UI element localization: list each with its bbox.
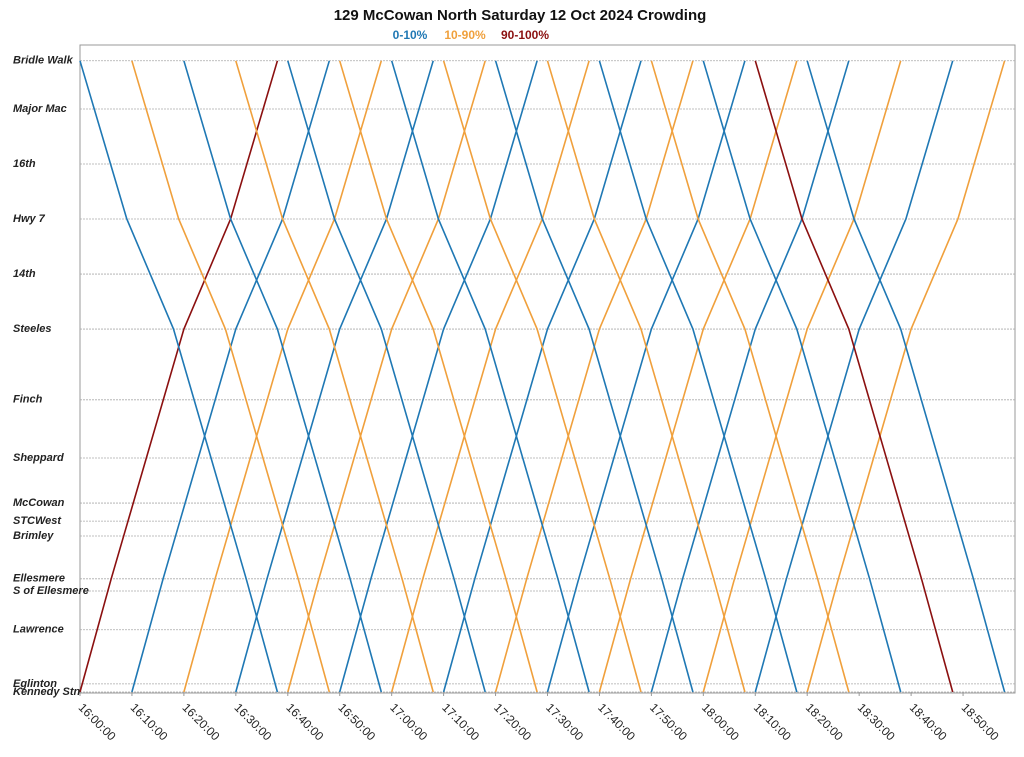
y-tick-label: Eglinton [13, 678, 57, 690]
trip-line [235, 60, 434, 693]
y-tick-label: STCWest [13, 515, 62, 527]
y-tick-label: Kennedy Stn [13, 686, 81, 698]
x-tick-label: 18:40:00 [907, 700, 950, 743]
y-tick-label: Ellesmere [13, 573, 65, 585]
y-tick-label: Brimley [13, 530, 54, 542]
trip-line [338, 60, 538, 693]
grid [79, 60, 1015, 696]
trip-line [390, 60, 590, 693]
legend: 0-10% 10-90% 90-100% [393, 28, 550, 42]
trip-line [79, 60, 279, 693]
trip-line [546, 60, 746, 693]
trip-line [546, 60, 746, 693]
trip-line [650, 60, 850, 693]
x-tick-label: 17:20:00 [491, 700, 534, 743]
trip-line [131, 60, 331, 693]
trip-line [235, 60, 434, 693]
y-tick-label: 16th [13, 158, 36, 170]
trip-line [650, 60, 850, 693]
legend-entry: 0-10% [393, 28, 428, 42]
trip-line [79, 60, 279, 693]
x-tick-label: 18:00:00 [699, 700, 742, 743]
y-tick-label: Sheppard [13, 452, 64, 464]
trip-line [442, 60, 642, 693]
trip-line [494, 60, 694, 693]
y-tick-label: Finch [13, 394, 43, 406]
trip-line [183, 60, 383, 693]
x-tick-label: 16:20:00 [180, 700, 223, 743]
trips [79, 60, 1006, 693]
trip-line [131, 60, 331, 693]
x-tick-label: 16:10:00 [128, 700, 171, 743]
x-tick-label: 17:50:00 [647, 700, 690, 743]
x-tick-label: 16:40:00 [283, 700, 326, 743]
y-tick-label: Hwy 7 [13, 213, 46, 225]
y-tick-label: Lawrence [13, 624, 64, 636]
x-tick-label: 16:30:00 [231, 700, 274, 743]
chart-title: 129 McCowan North Saturday 12 Oct 2024 C… [334, 7, 707, 24]
trip-line [183, 60, 383, 693]
legend-entry: 10-90% [444, 28, 486, 42]
x-tick-label: 17:10:00 [439, 700, 482, 743]
trip-line [390, 60, 590, 693]
x-tick-label: 18:10:00 [751, 700, 794, 743]
trip-line [598, 60, 798, 693]
x-tick-label: 18:30:00 [855, 700, 898, 743]
trip-line [806, 60, 1006, 693]
trip-line [702, 60, 902, 693]
y-tick-label: S of Ellesmere [13, 585, 89, 597]
x-tick-label: 18:50:00 [959, 700, 1002, 743]
x-tick-label: 16:00:00 [76, 700, 119, 743]
trip-line [754, 60, 954, 693]
trip-line [494, 60, 694, 693]
x-tick-label: 17:30:00 [543, 700, 586, 743]
trip-line [338, 60, 538, 693]
x-tick-label: 17:00:00 [387, 700, 430, 743]
y-tick-label: McCowan [13, 497, 65, 509]
legend-entry: 90-100% [501, 28, 549, 42]
trip-line [442, 60, 642, 693]
y-tick-label: Major Mac [13, 103, 67, 115]
y-tick-label: Bridle Walk [13, 55, 74, 67]
trip-line [806, 60, 1006, 693]
x-tick-label: 17:40:00 [595, 700, 638, 743]
trip-line [287, 60, 486, 693]
trip-line [754, 60, 954, 693]
y-tick-label: 14th [13, 268, 36, 280]
x-tick-label: 16:50:00 [335, 700, 378, 743]
trip-line [287, 60, 486, 693]
trip-line [598, 60, 798, 693]
x-tick-label: 18:20:00 [803, 700, 846, 743]
trip-line [702, 60, 902, 693]
y-tick-label: Steeles [13, 323, 52, 335]
